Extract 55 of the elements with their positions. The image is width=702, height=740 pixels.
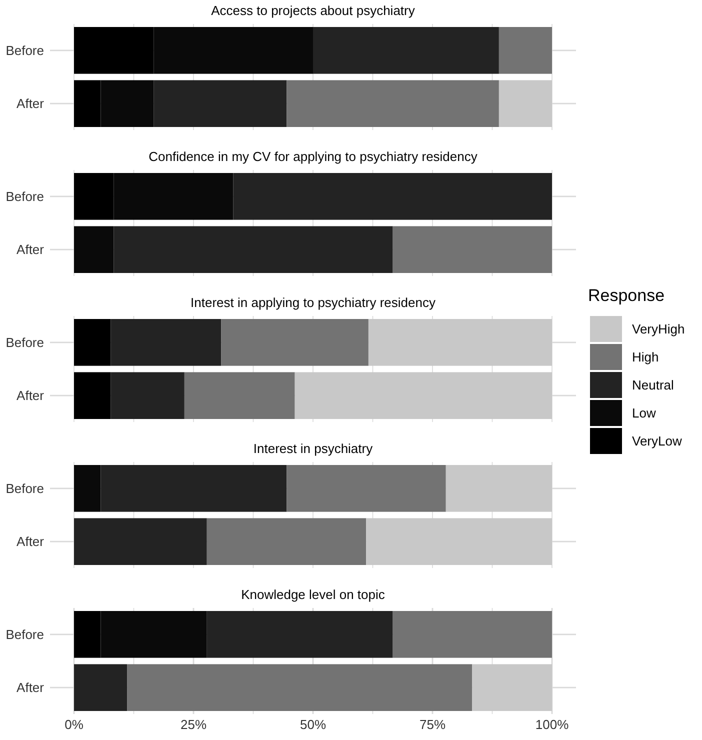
- bar: [110, 319, 222, 366]
- x-tick-label: 50%: [300, 717, 326, 732]
- bar: [392, 611, 552, 658]
- x-tick-label: 75%: [419, 717, 446, 732]
- chart-title: Interest in applying to psychiatry residency: [190, 295, 436, 310]
- x-tick-label: 0%: [64, 717, 84, 732]
- bar: [498, 27, 552, 74]
- chart-title: Access to projects about psychiatry: [211, 3, 416, 18]
- y-tick-label: After: [16, 96, 45, 112]
- bar: [392, 226, 552, 273]
- bar: [206, 518, 366, 565]
- legend-label: VeryLow: [632, 434, 682, 449]
- legend-label: Low: [632, 406, 656, 421]
- bar: [286, 465, 446, 512]
- bar: [206, 611, 393, 658]
- legend-label: VeryHigh: [632, 322, 685, 337]
- bar: [74, 518, 207, 565]
- bar: [184, 372, 295, 419]
- bar: [114, 226, 393, 273]
- bar: [110, 372, 184, 419]
- bar: [313, 27, 499, 74]
- bar: [366, 518, 552, 565]
- bar: [294, 372, 552, 419]
- y-tick-label: Before: [6, 42, 44, 58]
- chart-title: Confidence in my CV for applying to psychiatry residency: [148, 149, 478, 164]
- bar: [498, 80, 552, 127]
- bar: [74, 664, 128, 711]
- bar: [127, 664, 472, 711]
- bar: [221, 319, 368, 366]
- chart-title: Knowledge level on topic: [241, 587, 386, 602]
- y-tick-label: Before: [6, 188, 44, 204]
- bar: [74, 226, 114, 273]
- bar: [74, 319, 111, 366]
- bar: [368, 319, 552, 366]
- bar: [100, 465, 287, 512]
- chart-title: Interest in psychiatry: [253, 441, 374, 456]
- y-tick-label: After: [16, 388, 45, 404]
- bar: [74, 372, 111, 419]
- y-tick-label: Before: [6, 480, 44, 496]
- bar: [154, 80, 287, 127]
- x-tick-label: 25%: [180, 717, 207, 732]
- y-tick-label: After: [16, 534, 45, 550]
- bar: [472, 664, 552, 711]
- legend-title: Response: [588, 286, 665, 305]
- legend-label: Neutral: [632, 378, 674, 393]
- x-tick-label: 100%: [535, 717, 570, 732]
- y-tick-label: After: [16, 242, 45, 258]
- legend-label: High: [632, 350, 659, 365]
- bar: [233, 173, 552, 220]
- bar: [286, 80, 499, 127]
- y-tick-label: Before: [6, 334, 44, 350]
- bar: [446, 465, 552, 512]
- y-tick-label: Before: [6, 626, 44, 642]
- y-tick-label: After: [16, 680, 45, 696]
- bar: [74, 465, 101, 512]
